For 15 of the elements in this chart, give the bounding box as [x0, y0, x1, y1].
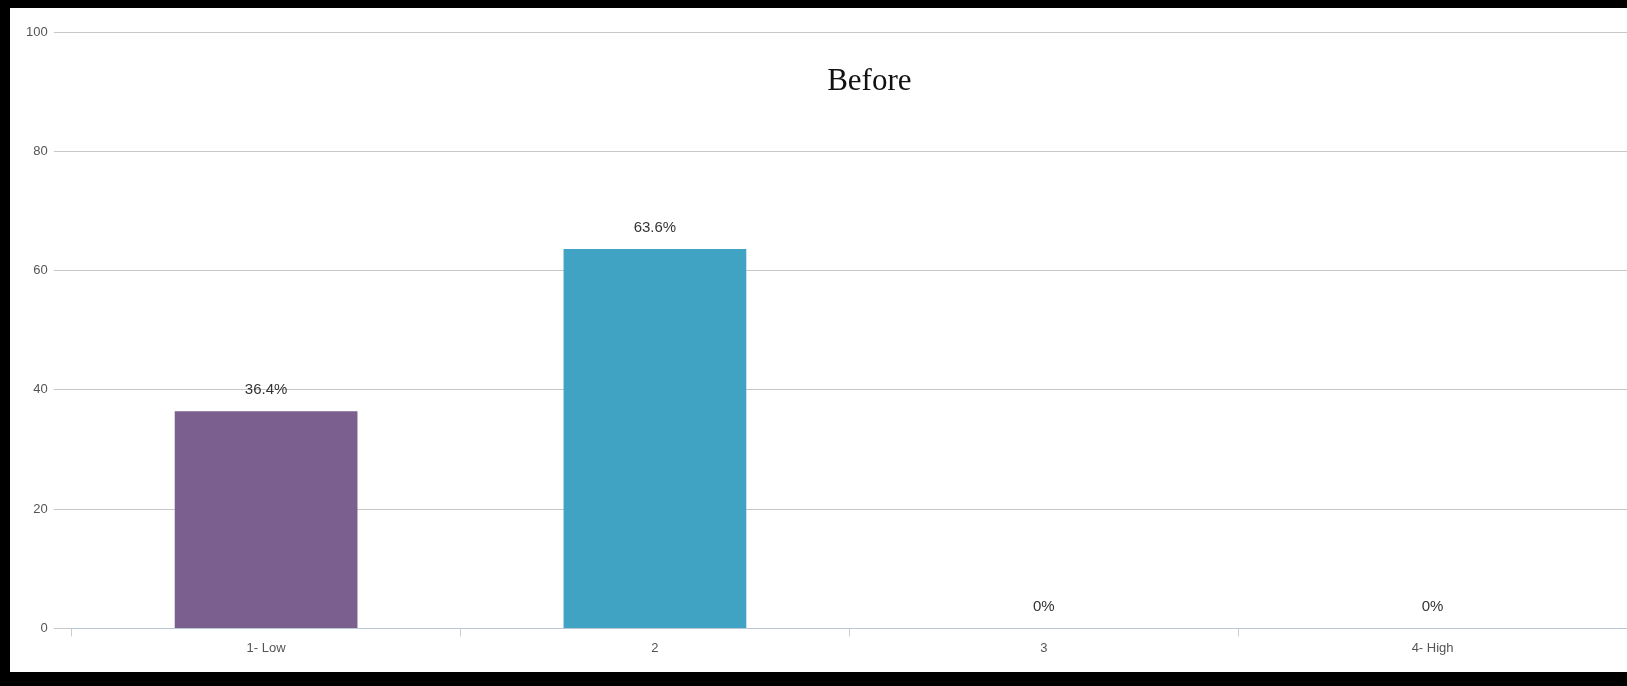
- data-label: 63.6%: [633, 217, 677, 235]
- y-tick-label: 20: [33, 500, 48, 516]
- y-tick-label: 40: [33, 381, 48, 397]
- x-tick-label: 3: [1040, 639, 1048, 655]
- x-tick-label: 2: [651, 639, 659, 655]
- y-tick-label: 60: [33, 262, 48, 278]
- data-label: 36.4%: [244, 379, 288, 397]
- data-label: 0%: [1421, 597, 1444, 615]
- y-tick-label: 0: [40, 619, 48, 635]
- y-tick-label: 80: [33, 142, 48, 158]
- x-tick-label: 4- High: [1411, 639, 1454, 655]
- text: Before: [827, 62, 912, 98]
- x-tick-label: 1- Low: [246, 639, 287, 655]
- data-label: 0%: [1032, 597, 1055, 615]
- y-tick-label: 100: [25, 23, 48, 39]
